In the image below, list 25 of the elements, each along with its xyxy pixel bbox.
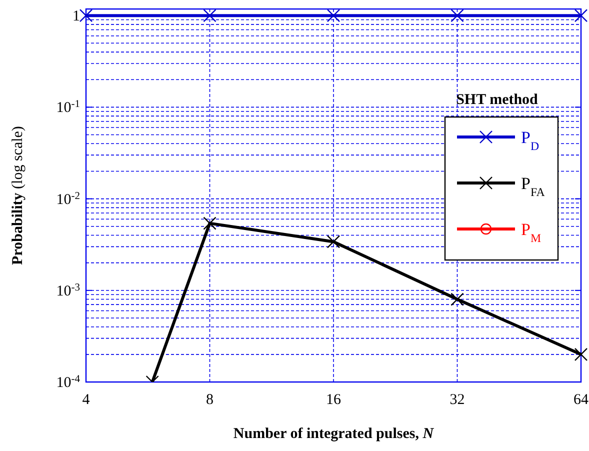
point: [326, 8, 340, 22]
y-tick-label: 10$^{-1}$: [56, 98, 80, 116]
legend-label: P$_{M}$: [521, 220, 542, 245]
y-axis-title: Probability (log scale): [10, 126, 26, 265]
point: [450, 8, 464, 22]
legend-label: P$_{D}$: [521, 128, 540, 153]
y-tick-label: 10$^{-2}$: [56, 190, 80, 208]
y-tick-label: 1: [72, 8, 80, 25]
x-tick-label: 64: [574, 392, 589, 408]
x-tick-label: 8: [206, 392, 214, 408]
x-tick-label: 32: [450, 392, 465, 408]
legend-title: SHT method: [456, 92, 539, 108]
point: [203, 8, 216, 22]
x-tick-label: 4: [82, 392, 90, 408]
y-tick-label: 10$^{-3}$: [56, 282, 80, 300]
point: [79, 8, 93, 22]
x-axis-title: Number of integrated pulses, N: [233, 426, 435, 442]
point: [574, 8, 588, 22]
x-tick-label: 16: [326, 392, 342, 408]
point: [450, 292, 464, 306]
point: [326, 235, 340, 248]
y-tick-label: 10$^{-4}$: [56, 374, 81, 391]
point: [574, 348, 588, 362]
legend-label: P$_{FA}$: [521, 174, 546, 199]
point: [203, 216, 216, 230]
